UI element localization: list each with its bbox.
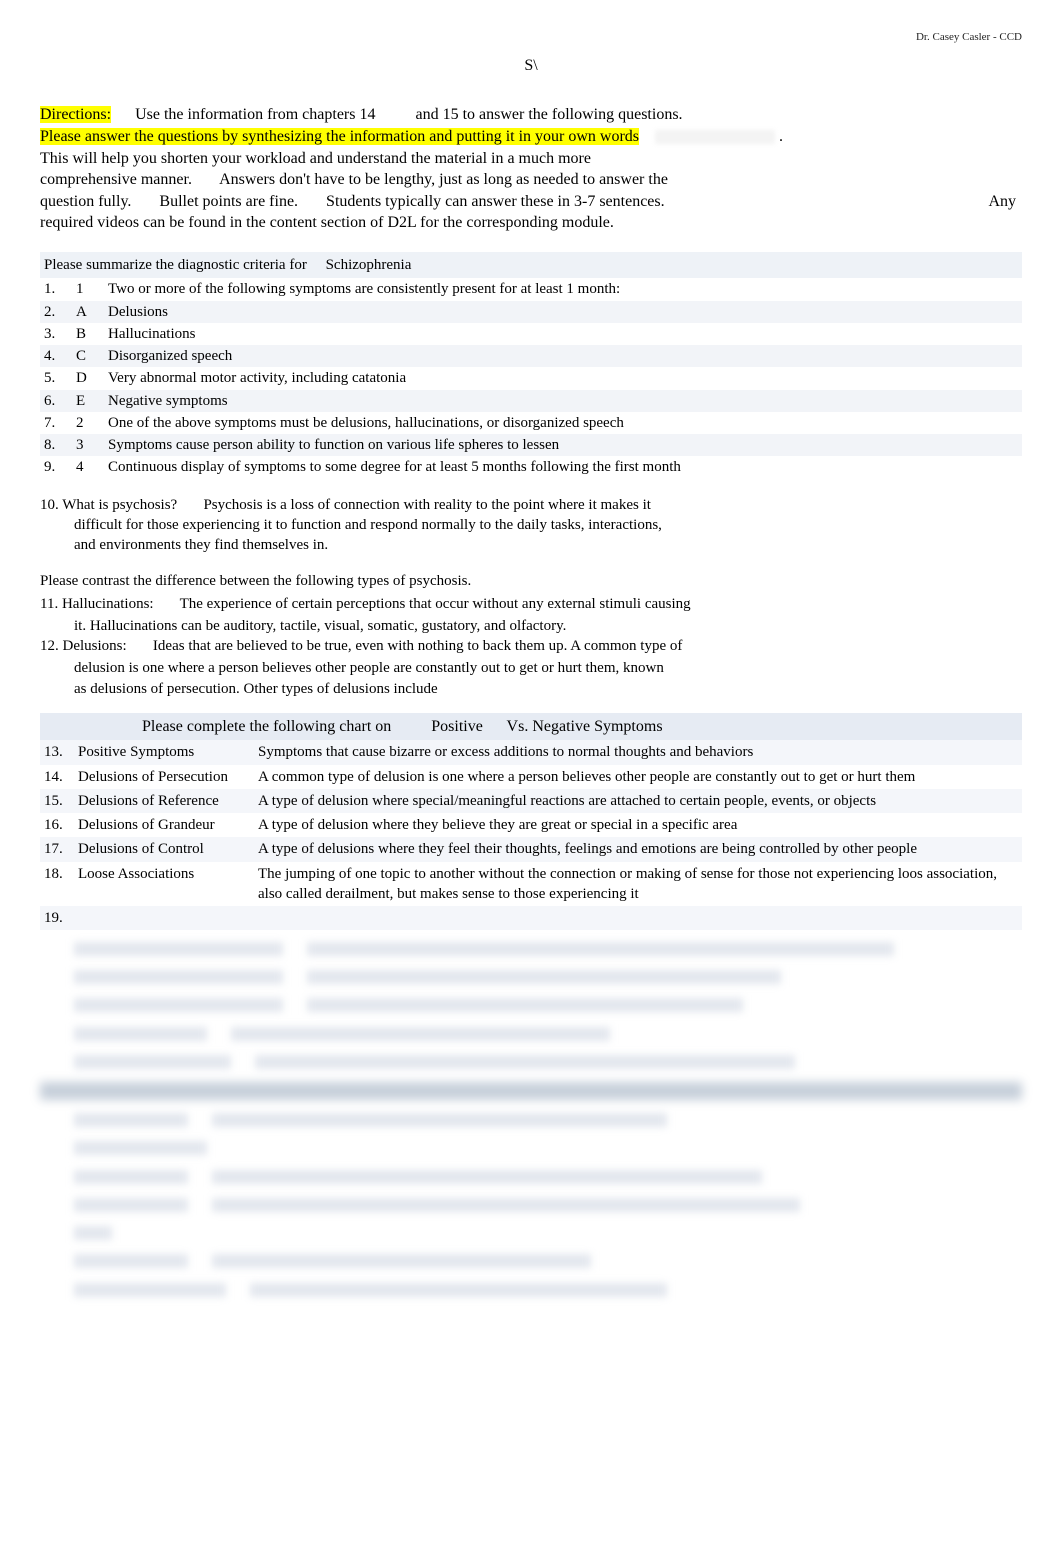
directions-text: and 15 to answer the following questions… [415,106,682,123]
redacted-region [40,938,1022,1299]
row-text: Symptoms cause person ability to functio… [104,434,1022,456]
q12-answer: Ideas that are believed to be true, even… [153,638,682,654]
bar-text: Schizophrenia [326,257,412,273]
row-letter: 3 [72,434,104,456]
row-text: Continuous display of symptoms to some d… [104,456,1022,478]
directions-block: Directions: Use the information from cha… [40,104,1022,234]
header-attribution: Dr. Casey Casler - CCD [40,30,1022,45]
contrast-lead: Please contrast the difference between t… [40,571,1022,591]
row-def: The jumping of one topic to another with… [254,862,1022,907]
row-letter: E [72,390,104,412]
chart-bar-text: Positive [431,718,483,735]
directions-text: Any [988,191,1022,213]
row-term: Delusions of Persecution [74,765,254,789]
row-term: Delusions of Reference [74,789,254,813]
row-num: 19. [40,906,74,930]
contrast-block: Please contrast the difference between t… [40,571,1022,699]
q11-answer: The experience of certain perceptions th… [180,596,691,612]
directions-text: Bullet points are fine. [159,193,298,210]
row-num: 4. [40,345,72,367]
q10-answer: Psychosis is a loss of connection with r… [203,497,650,513]
q10-answer: difficult for those experiencing it to f… [74,517,662,533]
row-letter: 1 [72,278,104,300]
directions-text: Students typically can answer these in 3… [326,193,665,210]
row-def: A type of delusion where they believe th… [254,813,1022,837]
row-text: Negative symptoms [104,390,1022,412]
symptoms-chart: 13.Positive SymptomsSymptoms that cause … [40,740,1022,930]
redacted-span [655,130,775,144]
directions-text: This will help you shorten your workload… [40,150,591,167]
row-num: 6. [40,390,72,412]
row-term: Delusions of Grandeur [74,813,254,837]
directions-text: comprehensive manner. [40,171,192,188]
diagnostic-criteria-bar: Please summarize the diagnostic criteria… [40,252,1022,278]
row-num: 15. [40,789,74,813]
directions-text: Answers don't have to be lengthy, just a… [219,171,668,188]
row-def: A type of delusion where special/meaning… [254,789,1022,813]
q10-answer: and environments they find themselves in… [74,537,328,553]
row-num: 14. [40,765,74,789]
row-num: 3. [40,323,72,345]
row-letter: 4 [72,456,104,478]
row-num: 2. [40,301,72,323]
row-letter: D [72,367,104,389]
q10-prompt: 10. What is psychosis? [40,497,177,513]
row-letter: 2 [72,412,104,434]
row-term: Delusions of Control [74,837,254,861]
row-text: One of the above symptoms must be delusi… [104,412,1022,434]
directions-text: question fully. [40,193,131,210]
chart-header-bar: Please complete the following chart on P… [40,713,1022,741]
redacted-band [40,1082,1022,1100]
row-text: Disorganized speech [104,345,1022,367]
row-def: Symptoms that cause bizarre or excess ad… [254,740,1022,764]
row-term: Loose Associations [74,862,254,907]
directions-label: Directions: [40,106,111,123]
criteria-table: 1.1Two or more of the following symptoms… [40,278,1022,478]
period: . [779,128,783,145]
q12-label: 12. Delusions: [40,638,127,654]
row-letter: A [72,301,104,323]
chart-bar-text: Please complete the following chart on [142,718,391,735]
bar-text: Please summarize the diagnostic criteria… [44,257,307,273]
directions-highlighted-line: Please answer the questions by synthesiz… [40,128,639,145]
row-text: Hallucinations [104,323,1022,345]
row-def: A type of delusions where they feel thei… [254,837,1022,861]
row-num: 8. [40,434,72,456]
row-num: 7. [40,412,72,434]
center-mark: S\ [40,55,1022,77]
row-num: 18. [40,862,74,907]
row-num: 13. [40,740,74,764]
q11-answer: it. Hallucinations can be auditory, tact… [74,618,566,634]
row-num: 5. [40,367,72,389]
row-num: 9. [40,456,72,478]
directions-text: Use the information from chapters 14 [135,106,375,123]
q12-answer: delusion is one where a person believes … [74,660,664,676]
directions-text: required videos can be found in the cont… [40,214,614,231]
row-text: Very abnormal motor activity, including … [104,367,1022,389]
q11-label: 11. Hallucinations: [40,596,154,612]
chart-bar-text: Vs. Negative Symptoms [507,718,663,735]
row-text: Delusions [104,301,1022,323]
row-letter: C [72,345,104,367]
row-num: 16. [40,813,74,837]
row-num: 1. [40,278,72,300]
row-letter: B [72,323,104,345]
q12-answer: as delusions of persecution. Other types… [74,681,438,697]
row-def: A common type of delusion is one where a… [254,765,1022,789]
row-num: 17. [40,837,74,861]
row-text: Two or more of the following symptoms ar… [104,278,1022,300]
row-term: Positive Symptoms [74,740,254,764]
q10-block: 10. What is psychosis? Psychosis is a lo… [40,495,1022,556]
